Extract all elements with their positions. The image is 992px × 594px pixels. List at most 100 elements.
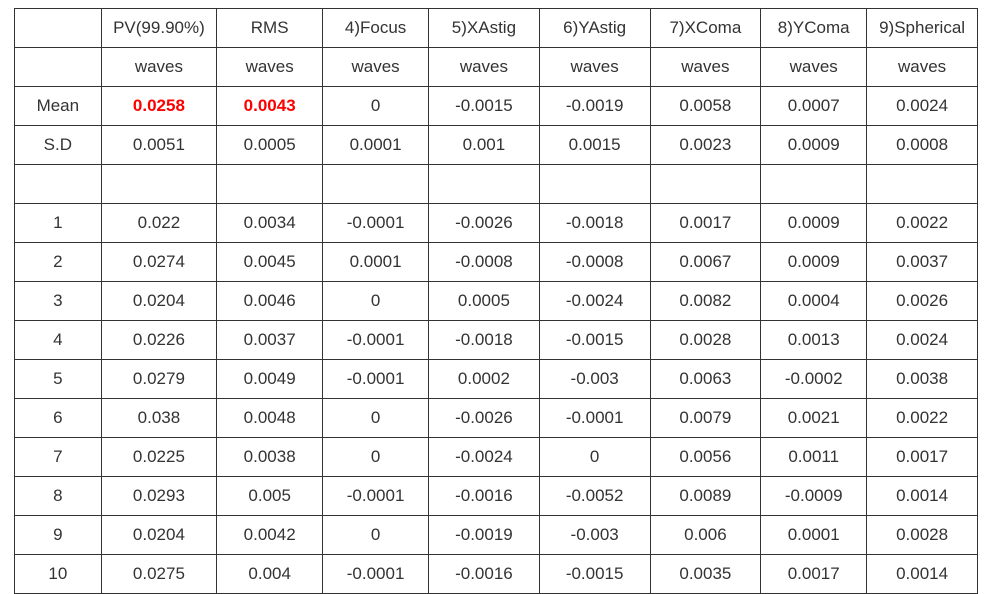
data-cell: 0 [323,282,429,321]
data-cell: -0.0001 [323,321,429,360]
data-cell: 0.0035 [650,555,761,594]
data-cell: -0.0015 [539,555,650,594]
row-label: 3 [15,282,102,321]
data-cell: 0.0204 [101,282,217,321]
summary-cell: 0.0024 [867,87,978,126]
row-label: 4 [15,321,102,360]
data-cell: 0.0002 [429,360,540,399]
row-label: 2 [15,243,102,282]
data-cell: 0.0082 [650,282,761,321]
column-header: 8)YComa [761,9,867,48]
data-cell: 0.0048 [217,399,323,438]
summary-cell: 0.0015 [539,126,650,165]
data-cell: 0.0004 [761,282,867,321]
units-cell: waves [323,48,429,87]
data-cell: -0.0019 [429,516,540,555]
data-cell: 0.0009 [761,204,867,243]
data-cell: -0.0018 [539,204,650,243]
data-cell: 0.0011 [761,438,867,477]
data-cell: -0.0015 [539,321,650,360]
data-cell: -0.0018 [429,321,540,360]
data-cell: 0.0009 [761,243,867,282]
data-cell: 0.0279 [101,360,217,399]
row-label: 6 [15,399,102,438]
data-cell: -0.0001 [323,360,429,399]
data-cell: 0.0024 [867,321,978,360]
units-cell: waves [429,48,540,87]
row-label: Mean [15,87,102,126]
blank-row [15,165,978,204]
data-cell: 0.0017 [650,204,761,243]
data-cell: 0.0226 [101,321,217,360]
header-row: PV(99.90%)RMS4)Focus5)XAstig6)YAstig7)XC… [15,9,978,48]
blank-cell [761,165,867,204]
summary-cell: 0.0009 [761,126,867,165]
units-cell: waves [539,48,650,87]
data-row: 80.02930.005-0.0001-0.0016-0.00520.0089-… [15,477,978,516]
row-label: 8 [15,477,102,516]
data-cell: 0.0037 [217,321,323,360]
data-cell: 0 [323,438,429,477]
measurements-table: PV(99.90%)RMS4)Focus5)XAstig6)YAstig7)XC… [14,8,978,594]
row-label-header [15,9,102,48]
summary-cell: 0.0007 [761,87,867,126]
data-cell: -0.0009 [761,477,867,516]
data-row: 40.02260.0037-0.0001-0.0018-0.00150.0028… [15,321,978,360]
blank-cell [650,165,761,204]
data-cell: 0.005 [217,477,323,516]
summary-cell: 0.0058 [650,87,761,126]
data-cell: 0.0293 [101,477,217,516]
data-cell: 0.0042 [217,516,323,555]
blank-cell [429,165,540,204]
data-cell: 0.0005 [429,282,540,321]
data-cell: 0.0038 [867,360,978,399]
data-cell: 0.0034 [217,204,323,243]
column-header: 9)Spherical [867,9,978,48]
data-cell: 0.0014 [867,477,978,516]
data-cell: 0.0067 [650,243,761,282]
column-header: 4)Focus [323,9,429,48]
data-cell: -0.0026 [429,399,540,438]
data-cell: 0.0089 [650,477,761,516]
blank-cell [323,165,429,204]
units-cell: waves [761,48,867,87]
summary-cell: -0.0015 [429,87,540,126]
data-cell: 0.0056 [650,438,761,477]
summary-cell: 0 [323,87,429,126]
data-cell: -0.003 [539,360,650,399]
data-row: 20.02740.00450.0001-0.0008-0.00080.00670… [15,243,978,282]
data-cell: 0.0017 [761,555,867,594]
summary-cell: 0.0258 [101,87,217,126]
row-label: 5 [15,360,102,399]
summary-cell: 0.0023 [650,126,761,165]
data-cell: 0 [323,399,429,438]
data-cell: -0.0008 [429,243,540,282]
data-cell: 0.0063 [650,360,761,399]
summary-cell: 0.0051 [101,126,217,165]
units-cell: waves [867,48,978,87]
units-row: waveswaveswaveswaveswaveswaveswaveswaves [15,48,978,87]
data-cell: 0 [539,438,650,477]
data-row: 90.02040.00420-0.0019-0.0030.0060.00010.… [15,516,978,555]
data-cell: 0.0021 [761,399,867,438]
data-cell: -0.0001 [323,477,429,516]
data-row: 100.02750.004-0.0001-0.0016-0.00150.0035… [15,555,978,594]
blank-cell [217,165,323,204]
blank-cell [101,165,217,204]
column-header: PV(99.90%) [101,9,217,48]
row-label: 10 [15,555,102,594]
data-cell: -0.0001 [539,399,650,438]
data-cell: 0.0001 [323,243,429,282]
column-header: 6)YAstig [539,9,650,48]
column-header: 5)XAstig [429,9,540,48]
summary-cell: 0.0001 [323,126,429,165]
data-row: 50.02790.0049-0.00010.0002-0.0030.0063-0… [15,360,978,399]
data-cell: 0.0274 [101,243,217,282]
data-cell: -0.0024 [429,438,540,477]
units-cell: waves [101,48,217,87]
data-cell: 0.0017 [867,438,978,477]
data-cell: -0.0016 [429,555,540,594]
summary-cell: 0.0005 [217,126,323,165]
data-cell: -0.0016 [429,477,540,516]
data-row: 10.0220.0034-0.0001-0.0026-0.00180.00170… [15,204,978,243]
